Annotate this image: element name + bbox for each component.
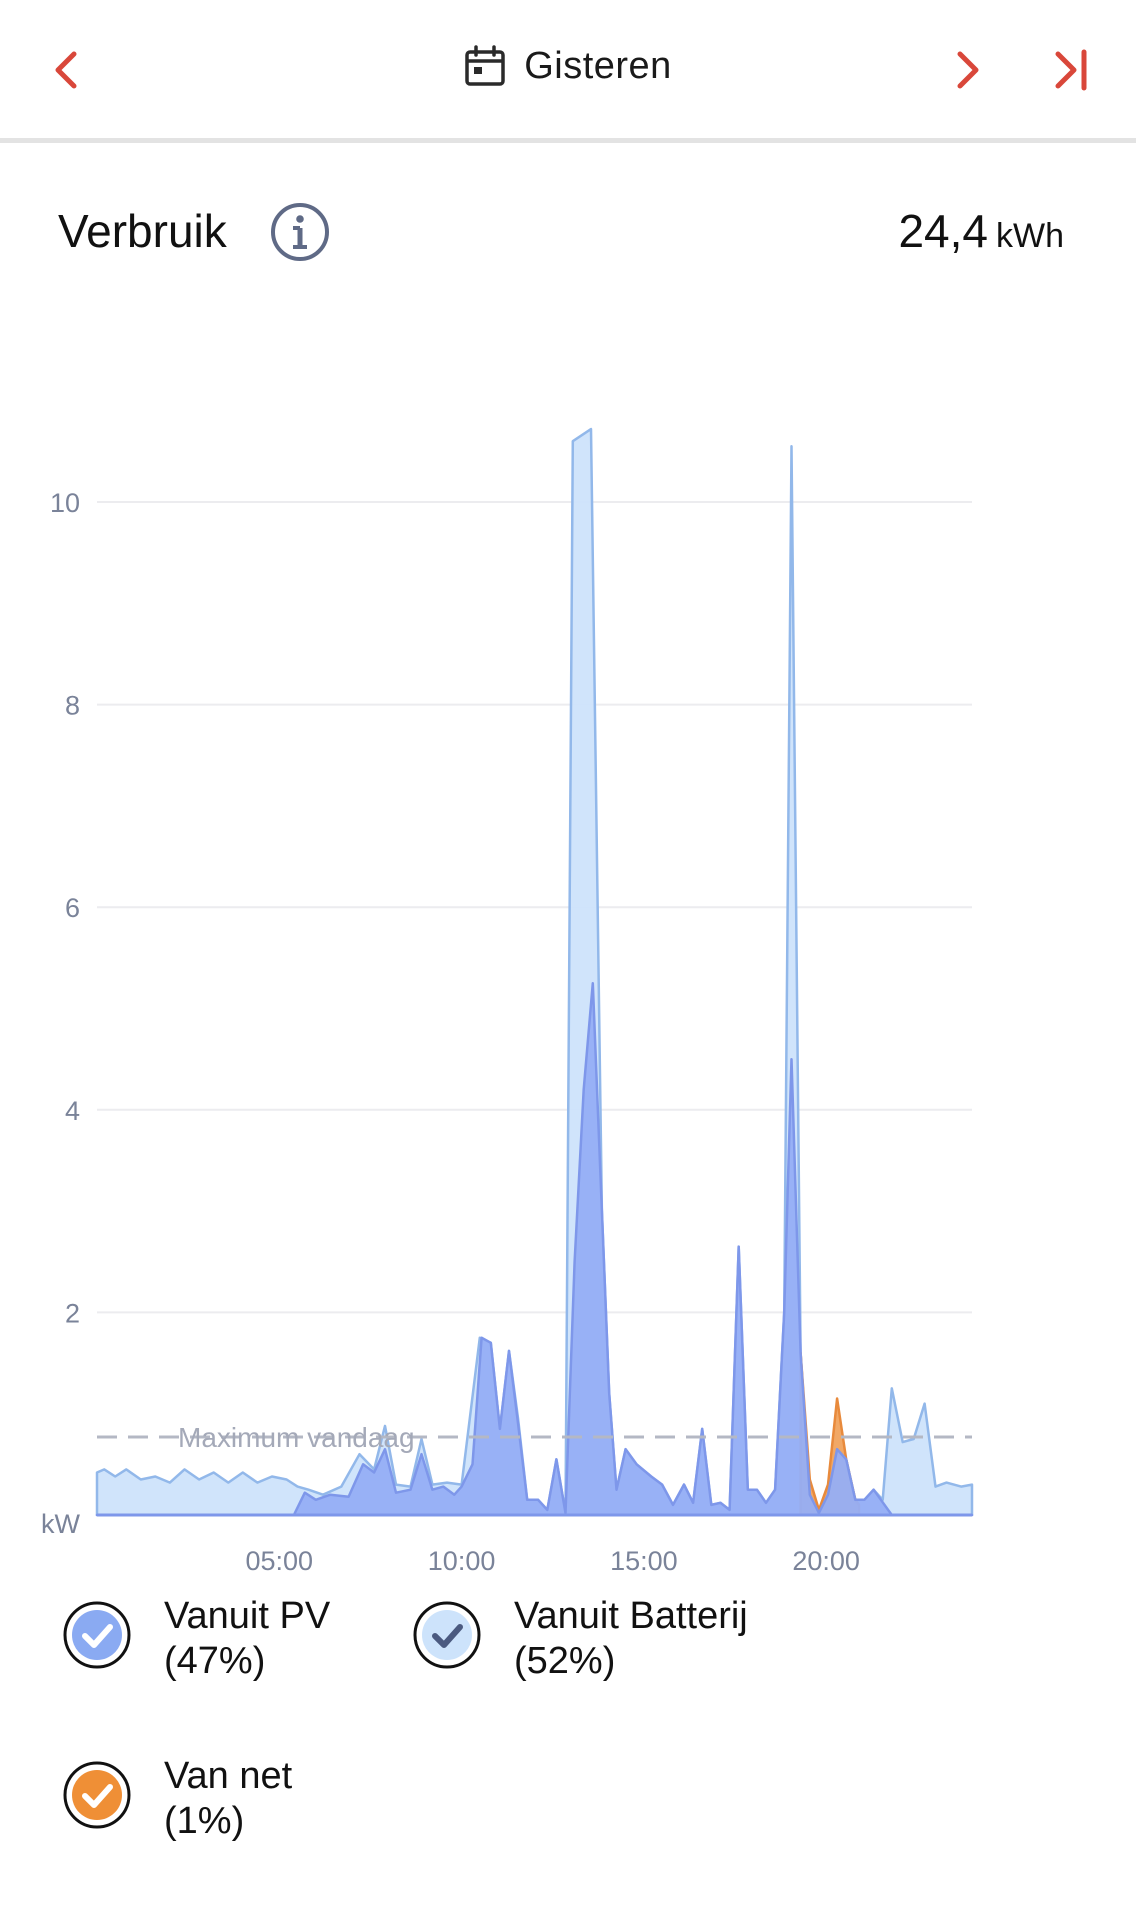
series-area-vanuit-pv	[95, 981, 974, 1517]
y-tick-label: 4	[65, 1096, 80, 1126]
date-label: Gisteren	[524, 44, 672, 87]
legend-series-name: Vanuit PV	[164, 1595, 331, 1637]
legend-percentage: (52%)	[514, 1640, 616, 1682]
chevron-right-icon[interactable]	[936, 40, 996, 100]
legend-label: Vanuit Batterij (52%)	[514, 1594, 748, 1684]
legend-percentage: (47%)	[164, 1640, 266, 1682]
section-title: Verbruik	[58, 205, 227, 257]
x-tick-label: 05:00	[246, 1546, 314, 1576]
series-areas	[95, 427, 974, 1517]
y-tick-label: 2	[65, 1298, 80, 1328]
checkmark-icon[interactable]	[412, 1600, 482, 1670]
axis-ticks: 2 4 6 8 10 kW 05:00 10:00 15:00 20:00	[41, 488, 860, 1576]
x-tick-label: 15:00	[610, 1546, 678, 1576]
total-value: 24,4	[898, 205, 988, 257]
calendar-icon	[465, 45, 505, 86]
total-unit: kWh	[996, 217, 1064, 255]
max-line-label: Maximum vandaag	[178, 1422, 415, 1453]
legend-percentage: (1%)	[164, 1800, 245, 1842]
series-area-vanuit-batterij	[95, 427, 974, 1517]
skip-to-end-icon[interactable]	[1040, 40, 1100, 100]
x-tick-label: 20:00	[792, 1546, 860, 1576]
checkmark-icon[interactable]	[62, 1600, 132, 1670]
legend-label: Van net (1%)	[164, 1754, 292, 1844]
legend-series-name: Van net	[164, 1755, 293, 1797]
y-tick-label: 6	[65, 893, 80, 923]
grid-lines	[97, 501, 972, 1314]
total-consumption: 24,4 kWh	[898, 204, 1064, 258]
x-tick-label: 10:00	[428, 1546, 496, 1576]
y-tick-label: 8	[65, 691, 80, 721]
y-unit-label: kW	[41, 1509, 81, 1539]
checkmark-icon[interactable]	[62, 1760, 132, 1830]
legend-label: Vanuit PV (47%)	[164, 1594, 330, 1684]
top-bar: Gisteren	[0, 0, 1136, 143]
y-tick-label: 10	[50, 488, 80, 518]
info-icon[interactable]	[268, 200, 332, 264]
section-header: Verbruik 24,4 kWh	[0, 190, 1136, 280]
max-line: Maximum vandaag	[97, 1422, 972, 1453]
date-selector[interactable]: Gisteren	[0, 36, 1136, 96]
chevron-left-icon[interactable]	[38, 40, 98, 100]
legend-series-name: Vanuit Batterij	[514, 1595, 748, 1637]
